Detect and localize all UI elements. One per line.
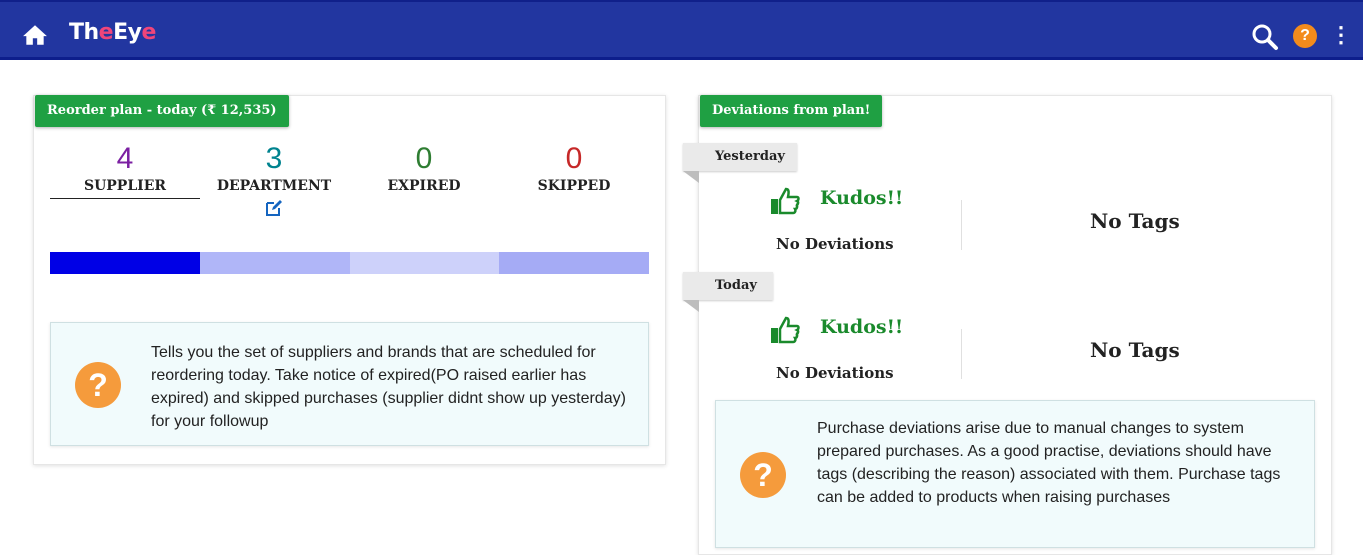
- ribbon-fold: [683, 171, 699, 183]
- app-logo[interactable]: TheEye: [69, 20, 156, 45]
- stat-skipped[interactable]: 0 SKIPPED: [499, 142, 649, 194]
- bar-skipped[interactable]: [499, 252, 649, 274]
- stat-expired[interactable]: 0 EXPIRED: [349, 142, 499, 194]
- no-deviations-text: No Deviations: [776, 364, 894, 382]
- ribbon-fold: [683, 300, 699, 312]
- search-icon[interactable]: [1251, 23, 1279, 51]
- divider: [961, 200, 962, 250]
- help-icon: ?: [75, 362, 121, 408]
- info-text: Purchase deviations arise due to manual …: [817, 420, 1281, 506]
- stat-label: SKIPPED: [537, 178, 611, 194]
- stat-value: 0: [565, 142, 583, 175]
- divider: [961, 329, 962, 379]
- help-icon: ?: [740, 452, 786, 498]
- reorder-plan-title: Reorder plan - today (₹ 12,535): [35, 95, 289, 127]
- day-label-yesterday: Yesterday: [683, 143, 797, 171]
- stat-label: EXPIRED: [387, 178, 461, 194]
- edit-icon[interactable]: [264, 198, 284, 218]
- reorder-info-box: ? Tells you the set of suppliers and bra…: [50, 322, 649, 446]
- no-deviations-text: No Deviations: [776, 235, 894, 253]
- day-label-today: Today: [683, 272, 773, 300]
- kudos-text: Kudos!!: [820, 316, 904, 338]
- bar-supplier[interactable]: [50, 252, 200, 274]
- more-menu-icon[interactable]: ⋮: [1330, 22, 1352, 47]
- no-tags-text: No Tags: [1090, 209, 1180, 233]
- stat-supplier[interactable]: 4 SUPPLIER: [50, 142, 200, 199]
- thumbs-up-icon: [771, 187, 800, 215]
- deviations-title: Deviations from plan!: [700, 95, 883, 127]
- bar-expired[interactable]: [350, 252, 500, 274]
- kudos-text: Kudos!!: [820, 187, 904, 209]
- home-icon[interactable]: [22, 24, 48, 46]
- stat-label: DEPARTMENT: [216, 178, 332, 194]
- bar-department[interactable]: [200, 252, 350, 274]
- help-icon[interactable]: ?: [1293, 24, 1317, 48]
- deviations-info-box: ? Purchase deviations arise due to manua…: [715, 400, 1315, 548]
- stat-value: 4: [116, 142, 134, 175]
- top-bar: TheEye ? ⋮: [0, 0, 1363, 60]
- info-text: Tells you the set of suppliers and brand…: [151, 344, 626, 430]
- stat-department[interactable]: 3 DEPARTMENT: [199, 142, 349, 223]
- no-tags-text: No Tags: [1090, 338, 1180, 362]
- thumbs-up-icon: [771, 316, 800, 344]
- stat-value: 3: [265, 142, 283, 175]
- stat-value: 0: [415, 142, 433, 175]
- stat-label: SUPPLIER: [83, 178, 167, 194]
